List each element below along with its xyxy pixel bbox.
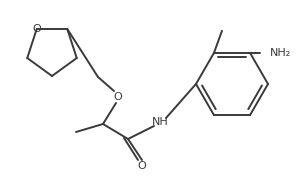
Text: O: O [32,24,41,34]
Text: NH₂: NH₂ [270,48,291,58]
Text: O: O [138,161,146,171]
Text: O: O [114,92,122,102]
Text: NH: NH [152,117,168,127]
